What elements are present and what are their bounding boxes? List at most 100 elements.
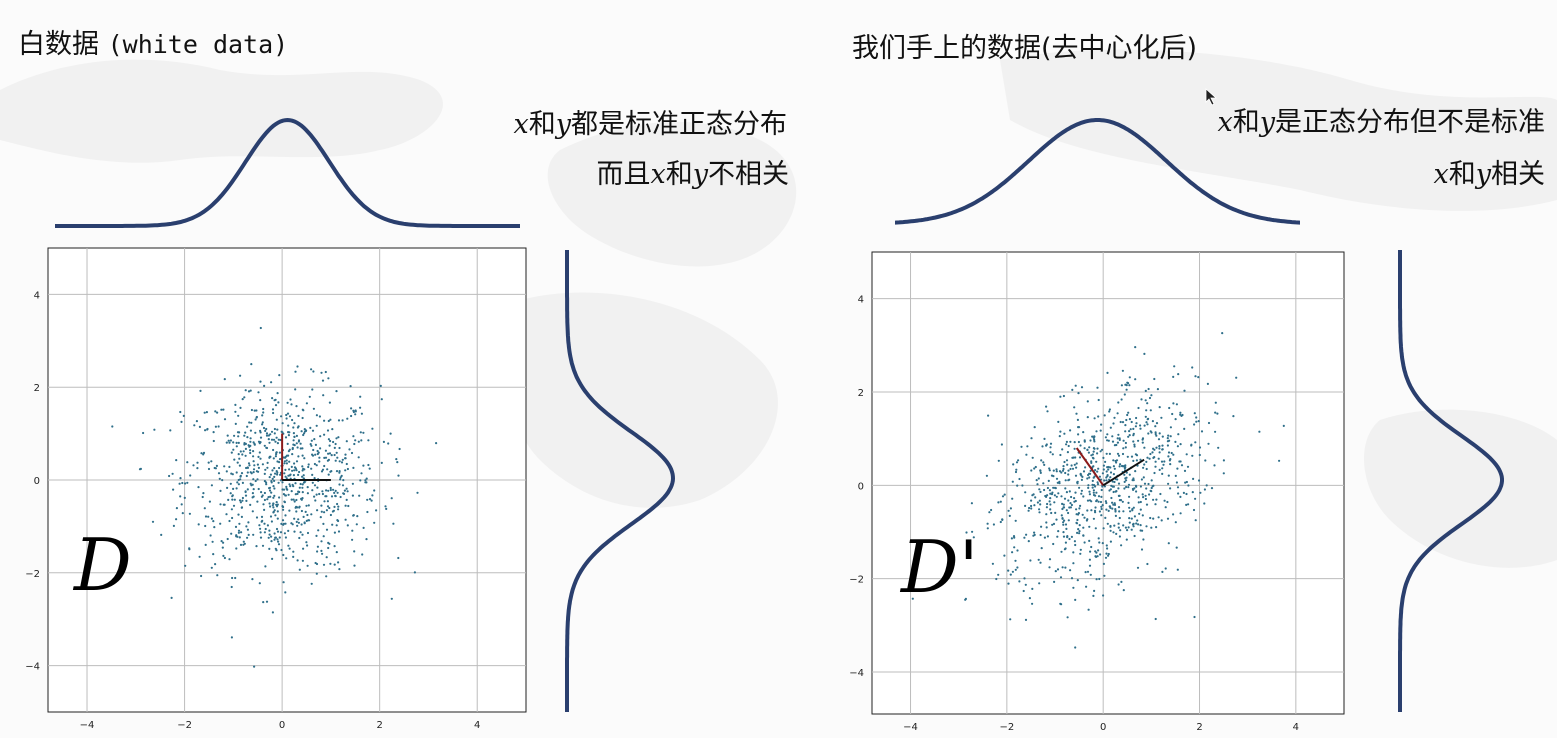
scatter-point — [1137, 496, 1140, 499]
scatter-point — [280, 415, 283, 418]
scatter-point — [1100, 488, 1103, 492]
scatter-point — [351, 482, 354, 485]
scatter-point — [1161, 448, 1164, 451]
scatter-point — [272, 496, 275, 499]
scatter-point — [1157, 457, 1160, 460]
scatter-point — [300, 523, 303, 526]
scatter-point — [265, 446, 269, 450]
var-y: y — [1259, 107, 1275, 138]
scatter-point — [246, 436, 249, 439]
scatter-point — [269, 505, 272, 508]
scatter-point — [263, 472, 266, 475]
scatter-point — [1112, 503, 1115, 506]
scatter-point — [1191, 366, 1194, 369]
scatter-point — [307, 465, 310, 469]
scatter-point — [274, 536, 277, 539]
scatter-point — [275, 436, 278, 439]
scatter-point — [1157, 516, 1160, 519]
scatter-point — [232, 487, 235, 490]
scatter-point — [1171, 412, 1174, 416]
scatter-point — [1064, 541, 1067, 544]
scatter-point — [1018, 477, 1021, 481]
scatter-point — [308, 519, 311, 522]
scatter-point — [992, 523, 995, 526]
scatter-point — [1075, 508, 1078, 511]
scatter-point — [1135, 459, 1138, 462]
scatter-point — [1077, 440, 1080, 444]
scatter-point — [288, 509, 291, 512]
scatter-point — [1066, 451, 1069, 454]
scatter-point — [247, 390, 251, 393]
scatter-point — [270, 438, 274, 441]
scatter-point — [234, 410, 237, 413]
scatter-point — [1095, 460, 1098, 463]
scatter-point — [1132, 459, 1135, 462]
scatter-point — [1089, 469, 1092, 472]
scatter-point — [283, 462, 286, 465]
scatter-point — [1064, 523, 1068, 526]
scatter-point — [111, 425, 114, 428]
scatter-point — [310, 444, 313, 447]
scatter-point — [1222, 472, 1225, 475]
scatter-point — [1206, 382, 1209, 385]
scatter-point — [1025, 453, 1028, 456]
scatter-point — [1027, 509, 1030, 512]
scatter-point — [1089, 439, 1092, 442]
scatter-point — [396, 461, 399, 464]
scatter-point — [1053, 494, 1056, 497]
scatter-point — [366, 510, 369, 514]
scatter-point — [1144, 415, 1147, 418]
scatter-point — [351, 538, 354, 541]
scatter-point — [276, 538, 279, 541]
scatter-point — [289, 398, 292, 401]
scatter-point — [397, 556, 400, 560]
scatter-point — [1214, 411, 1217, 414]
scatter-point — [1077, 528, 1080, 531]
scatter-point — [1049, 492, 1052, 495]
scatter-point — [333, 491, 336, 494]
scatter-point — [1050, 474, 1054, 477]
scatter-point — [293, 435, 296, 438]
scatter-point — [1018, 580, 1021, 583]
scatter-point — [277, 543, 281, 546]
scatter-point — [1128, 376, 1131, 379]
scatter-point — [335, 437, 338, 440]
scatter-point — [1103, 574, 1106, 577]
scatter-point — [210, 517, 213, 520]
scatter-point — [321, 468, 325, 471]
scatter-point — [237, 478, 240, 482]
scatter-point — [1155, 446, 1158, 449]
scatter-point — [1053, 486, 1057, 489]
right-desc-line1: x和y是正态分布但不是标准 — [1218, 100, 1546, 139]
scatter-point — [1172, 402, 1175, 405]
scatter-point — [1057, 420, 1060, 423]
scatter-point — [193, 424, 196, 427]
scatter-point — [330, 495, 334, 498]
scatter-point — [138, 468, 142, 471]
scatter-point — [1136, 519, 1139, 522]
scatter-point — [302, 474, 305, 477]
scatter-point — [1039, 469, 1042, 472]
scatter-point — [1077, 392, 1080, 395]
scatter-point — [1068, 537, 1071, 541]
scatter-point — [278, 536, 281, 539]
scatter-point — [237, 529, 241, 532]
scatter-point — [214, 410, 217, 413]
scatter-point — [1102, 527, 1105, 530]
scatter-point — [1194, 519, 1197, 522]
scatter-point — [255, 545, 258, 548]
scatter-point — [1106, 474, 1109, 477]
scatter-point — [273, 509, 276, 512]
scatter-point — [231, 576, 234, 580]
scatter-point — [1118, 510, 1121, 513]
scatter-point — [343, 489, 346, 492]
scatter-point — [1105, 452, 1108, 455]
scatter-point — [171, 472, 174, 475]
scatter-point — [1186, 465, 1190, 468]
scatter-point — [1146, 418, 1149, 421]
scatter-point — [301, 497, 304, 500]
scatter-point — [207, 461, 210, 464]
scatter-point — [272, 502, 275, 505]
scatter-point — [313, 438, 316, 441]
scatter-point — [1145, 421, 1148, 424]
